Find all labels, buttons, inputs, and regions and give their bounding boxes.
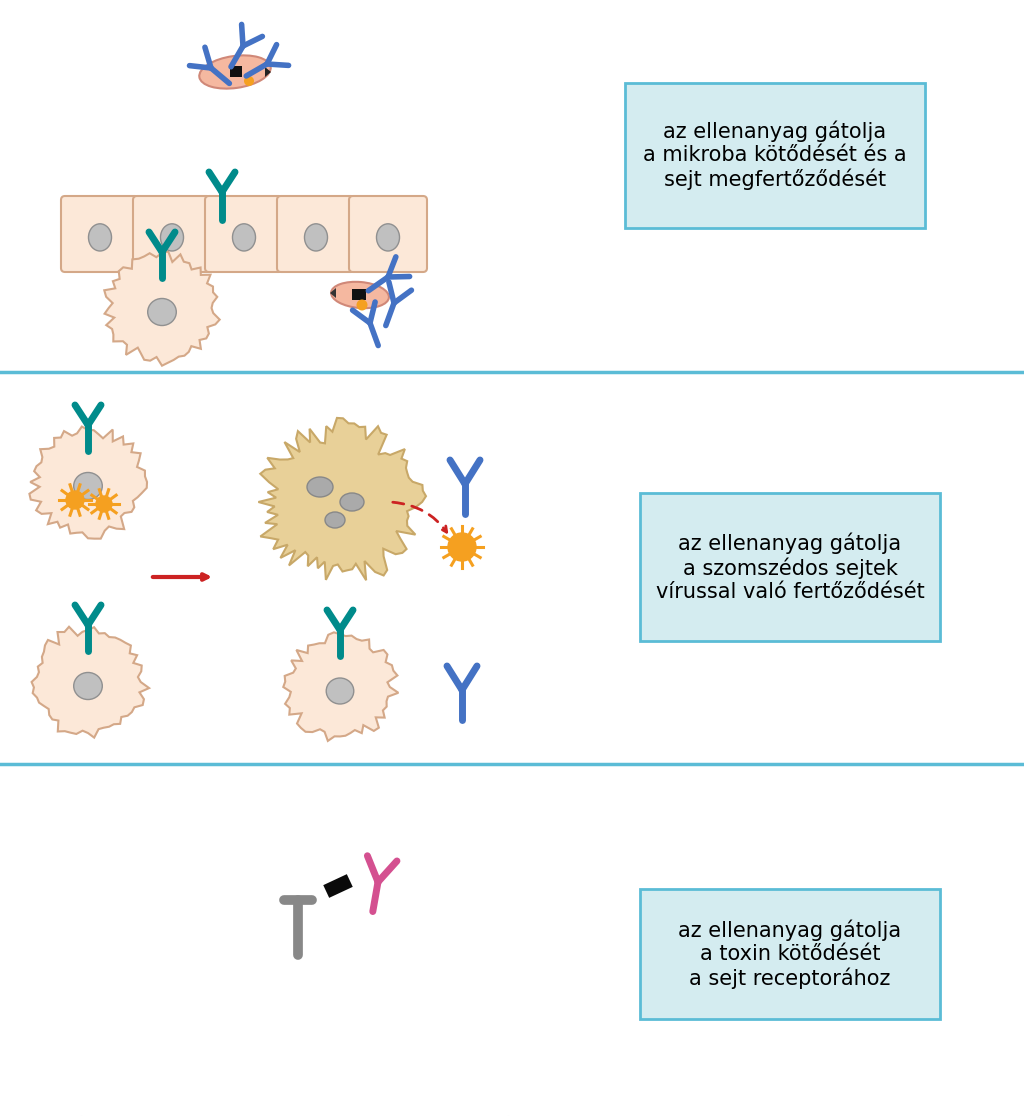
Polygon shape	[30, 426, 147, 539]
Text: az ellenanyag gátolja
a szomszédos sejtek
vírussal való fertőződését: az ellenanyag gátolja a szomszédos sejte…	[655, 532, 925, 602]
Circle shape	[449, 533, 476, 561]
Ellipse shape	[74, 673, 102, 700]
Bar	[230, 66, 242, 77]
FancyBboxPatch shape	[640, 889, 940, 1019]
FancyBboxPatch shape	[205, 196, 283, 272]
FancyBboxPatch shape	[61, 196, 139, 272]
Text: az ellenanyag gátolja
a mikroba kötődését és a
sejt megfertőződését: az ellenanyag gátolja a mikroba kötődésé…	[643, 121, 907, 190]
Ellipse shape	[331, 282, 389, 308]
Polygon shape	[265, 67, 271, 77]
Ellipse shape	[147, 298, 176, 326]
Ellipse shape	[377, 224, 399, 251]
FancyBboxPatch shape	[133, 196, 211, 272]
Polygon shape	[284, 633, 398, 741]
Polygon shape	[258, 417, 426, 580]
FancyBboxPatch shape	[278, 196, 355, 272]
Ellipse shape	[88, 224, 112, 251]
Ellipse shape	[327, 679, 353, 704]
Polygon shape	[32, 627, 150, 738]
Bar	[352, 289, 366, 300]
Polygon shape	[324, 874, 352, 898]
Polygon shape	[104, 251, 220, 366]
Ellipse shape	[232, 224, 256, 251]
Polygon shape	[330, 288, 336, 298]
Ellipse shape	[340, 493, 364, 511]
Ellipse shape	[200, 56, 270, 88]
Ellipse shape	[307, 477, 333, 497]
FancyBboxPatch shape	[625, 83, 925, 228]
Ellipse shape	[325, 512, 345, 528]
Ellipse shape	[74, 472, 102, 500]
Circle shape	[66, 491, 84, 509]
Circle shape	[96, 496, 112, 512]
FancyBboxPatch shape	[640, 493, 940, 641]
Circle shape	[244, 76, 254, 86]
Ellipse shape	[304, 224, 328, 251]
Circle shape	[356, 299, 368, 310]
Text: az ellenanyag gátolja
a toxin kötődését
a sejt receptorához: az ellenanyag gátolja a toxin kötődését …	[679, 920, 901, 989]
Ellipse shape	[161, 224, 183, 251]
FancyBboxPatch shape	[349, 196, 427, 272]
